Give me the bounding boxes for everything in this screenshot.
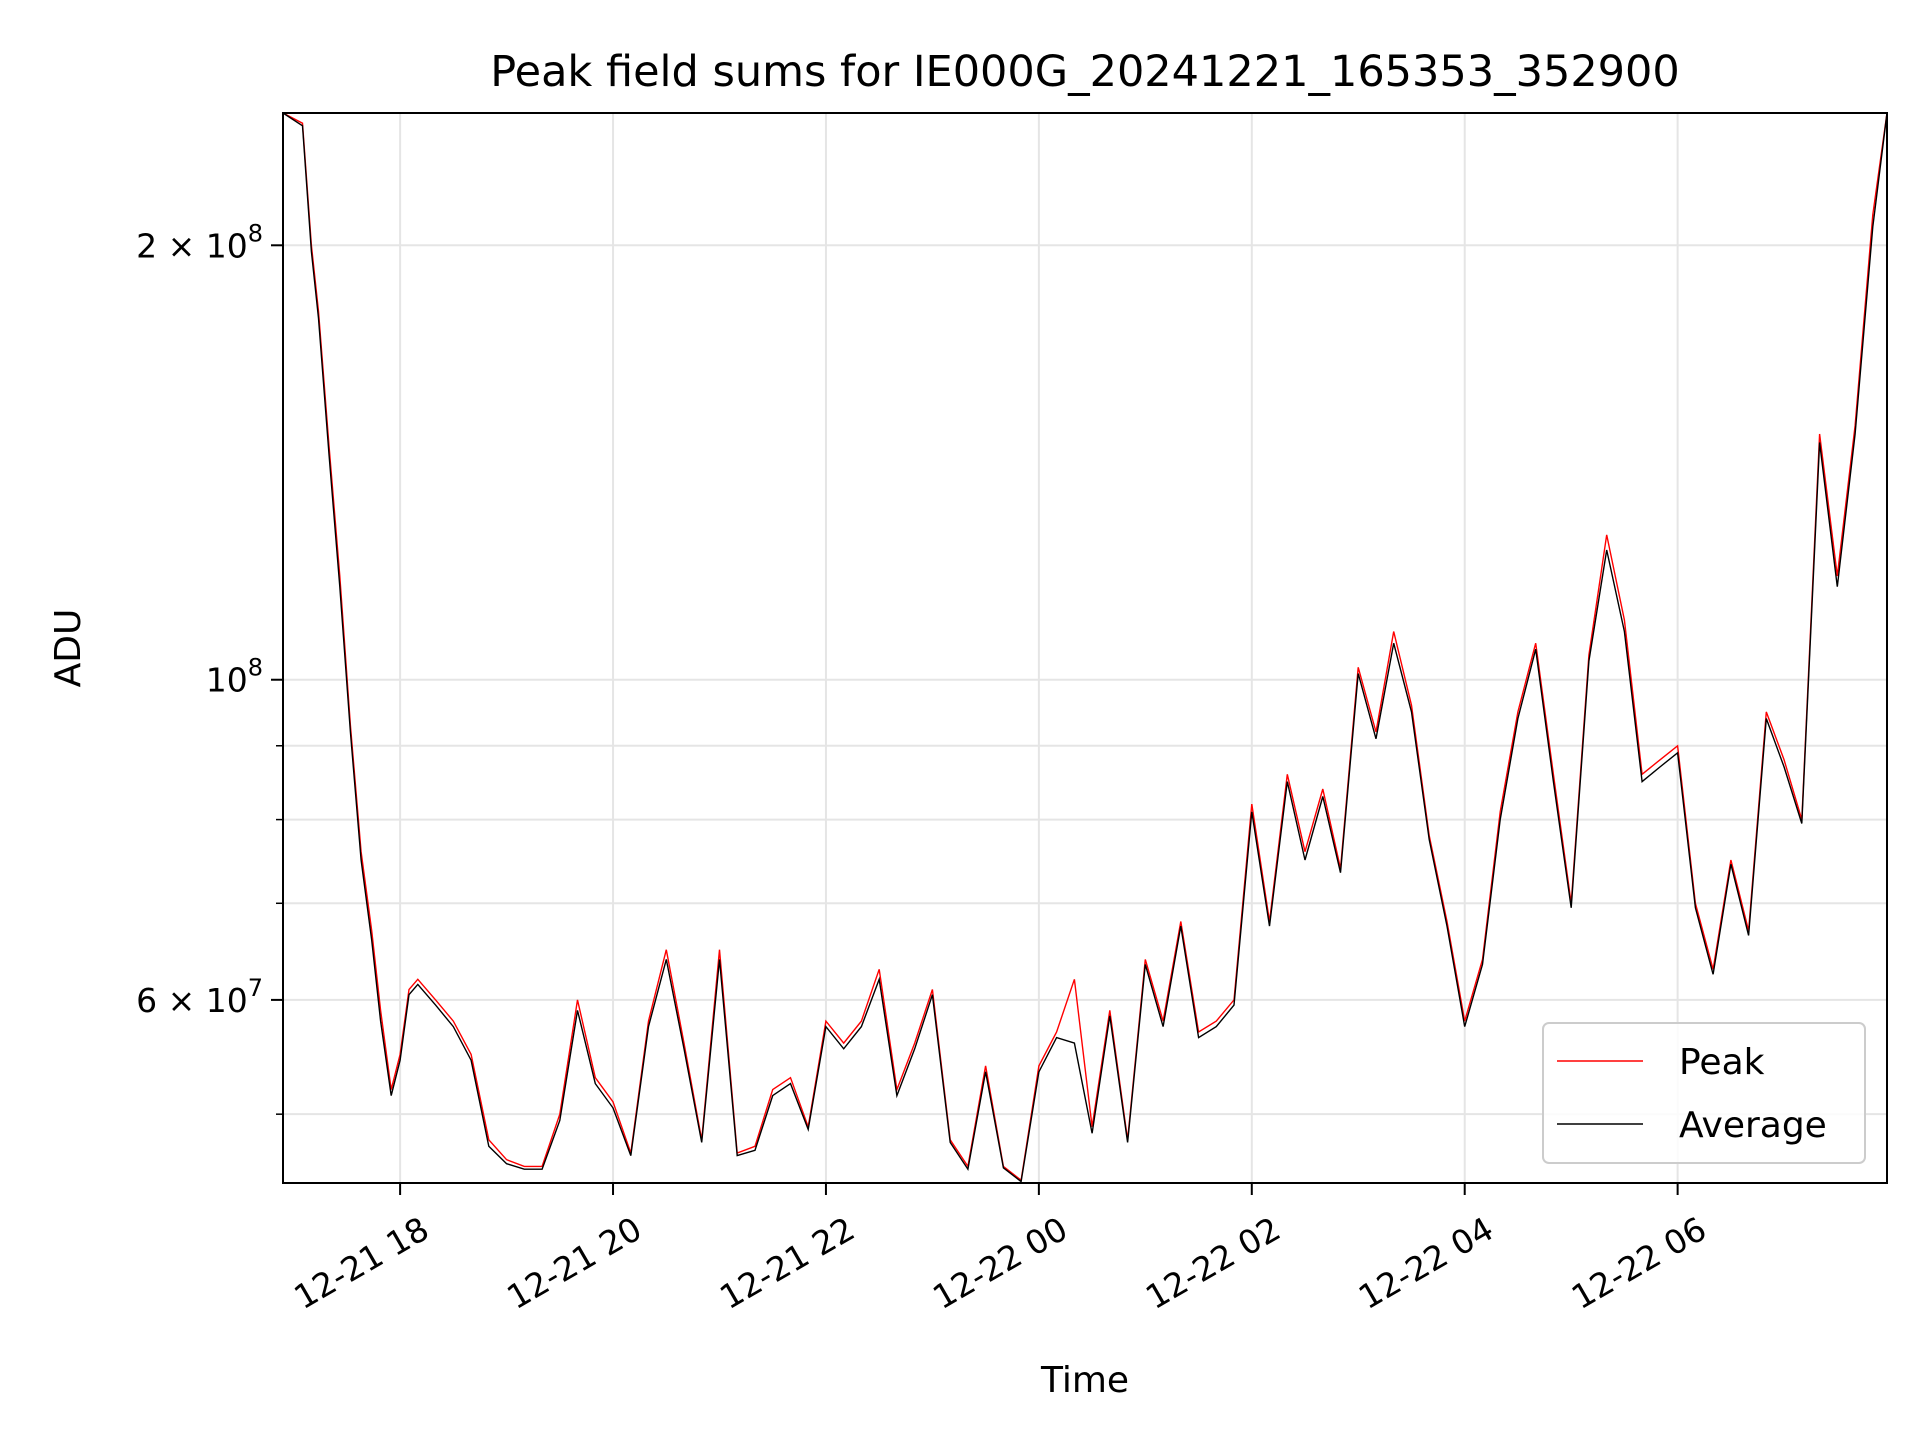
series-line-average — [282, 112, 1888, 1183]
legend-label-peak: Peak — [1679, 1042, 1765, 1083]
legend-box — [1542, 1022, 1866, 1164]
series-lines — [282, 112, 1888, 1183]
y-tick-label: 108 — [206, 654, 263, 700]
y-tick-label: 2 × 108 — [136, 219, 263, 265]
series-line-peak — [282, 112, 1888, 1182]
grid — [283, 113, 1887, 1183]
chart-title: Peak field sums for IE000G_20241221_1653… — [490, 47, 1680, 97]
y-axis-label: ADU — [48, 609, 89, 688]
plot-frame — [282, 112, 1888, 1184]
legend-label-average: Average — [1679, 1105, 1827, 1146]
legend: Peak Average — [1542, 1022, 1866, 1164]
x-axis-label: Time — [1040, 1360, 1129, 1401]
y-tick-label: 6 × 107 — [136, 974, 263, 1020]
